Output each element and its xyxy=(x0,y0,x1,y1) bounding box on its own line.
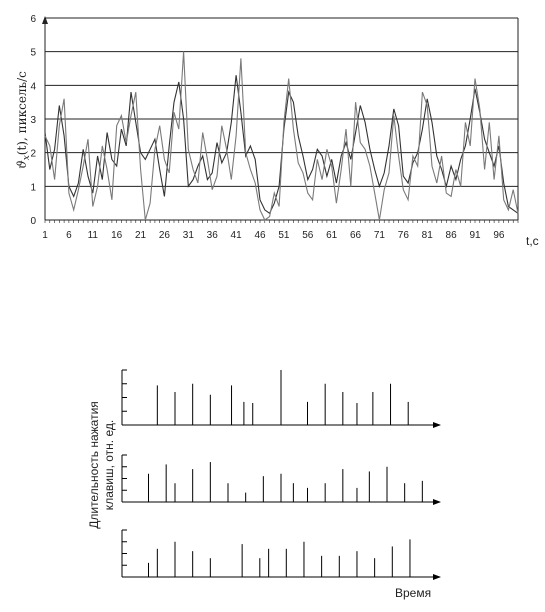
x-tick-label-31: 31 xyxy=(183,230,195,241)
panel-x-axis-arrow xyxy=(433,499,441,505)
top-chart-series xyxy=(44,51,519,221)
top-chart-y-axis-label: ϑx(t), пиксель/с xyxy=(15,71,32,169)
x-tick-label-96: 96 xyxy=(493,230,505,241)
y-axis-arrow xyxy=(42,16,48,24)
x-tick-label-41: 41 xyxy=(231,230,243,241)
x-tick-label-1: 1 xyxy=(42,230,48,241)
impulse-panel-2 xyxy=(121,454,441,505)
panel-x-axis-arrow xyxy=(433,422,441,428)
bottom-x-axis-label: Время xyxy=(395,586,431,600)
bottom-y-axis-label-line1: Длительность нажатия xyxy=(87,401,101,529)
x-tick-label-6: 6 xyxy=(66,230,72,241)
y-label-symbol: ϑ xyxy=(15,160,29,169)
y-tick-label-2: 2 xyxy=(30,149,36,160)
top-chart-x-tick-labels: 1 6 11 16 21 26 31 36 41 46 51 56 61 66 71 76 81 86 91 96 xyxy=(42,230,505,241)
y-label-rest: (t), пиксель/с xyxy=(15,71,29,155)
x-tick-label-66: 66 xyxy=(350,230,362,241)
y-tick-label-5: 5 xyxy=(30,48,36,59)
top-chart-x-axis-label: t,c xyxy=(526,234,539,248)
y-tick-label-0: 0 xyxy=(30,216,36,227)
x-tick-label-71: 71 xyxy=(374,230,386,241)
x-tick-label-46: 46 xyxy=(254,230,266,241)
x-tick-label-61: 61 xyxy=(326,230,338,241)
y-tick-label-3: 3 xyxy=(30,115,36,126)
panel-x-axis-arrow xyxy=(433,574,441,580)
x-tick-label-36: 36 xyxy=(207,230,219,241)
x-tick-label-56: 56 xyxy=(302,230,314,241)
x-tick-label-21: 21 xyxy=(135,230,147,241)
x-tick-label-51: 51 xyxy=(278,230,290,241)
bottom-y-axis-label-line2: клавиш, отн. ед. xyxy=(102,420,116,510)
series-line-2 xyxy=(44,51,519,221)
y-tick-label-4: 4 xyxy=(30,81,36,92)
y-label-subscript: x xyxy=(22,155,32,160)
impulse-panel-3 xyxy=(121,529,441,580)
x-tick-label-86: 86 xyxy=(446,230,458,241)
y-tick-label-1: 1 xyxy=(30,182,36,193)
x-tick-label-91: 91 xyxy=(469,230,481,241)
x-tick-label-76: 76 xyxy=(398,230,410,241)
top-chart-y-tick-labels: 0 1 2 3 4 5 6 xyxy=(30,14,36,227)
y-tick-label-6: 6 xyxy=(30,14,36,25)
x-tick-label-81: 81 xyxy=(422,230,434,241)
bottom-impulse-charts: Длительность нажатия клавиш, отн. ед. Вр… xyxy=(87,369,441,600)
impulse-panel-1 xyxy=(121,369,441,428)
x-tick-label-11: 11 xyxy=(88,230,99,241)
x-tick-label-16: 16 xyxy=(111,230,123,241)
impulse-panels xyxy=(121,369,441,580)
top-chart-grid xyxy=(42,16,519,223)
x-tick-label-26: 26 xyxy=(159,230,171,241)
